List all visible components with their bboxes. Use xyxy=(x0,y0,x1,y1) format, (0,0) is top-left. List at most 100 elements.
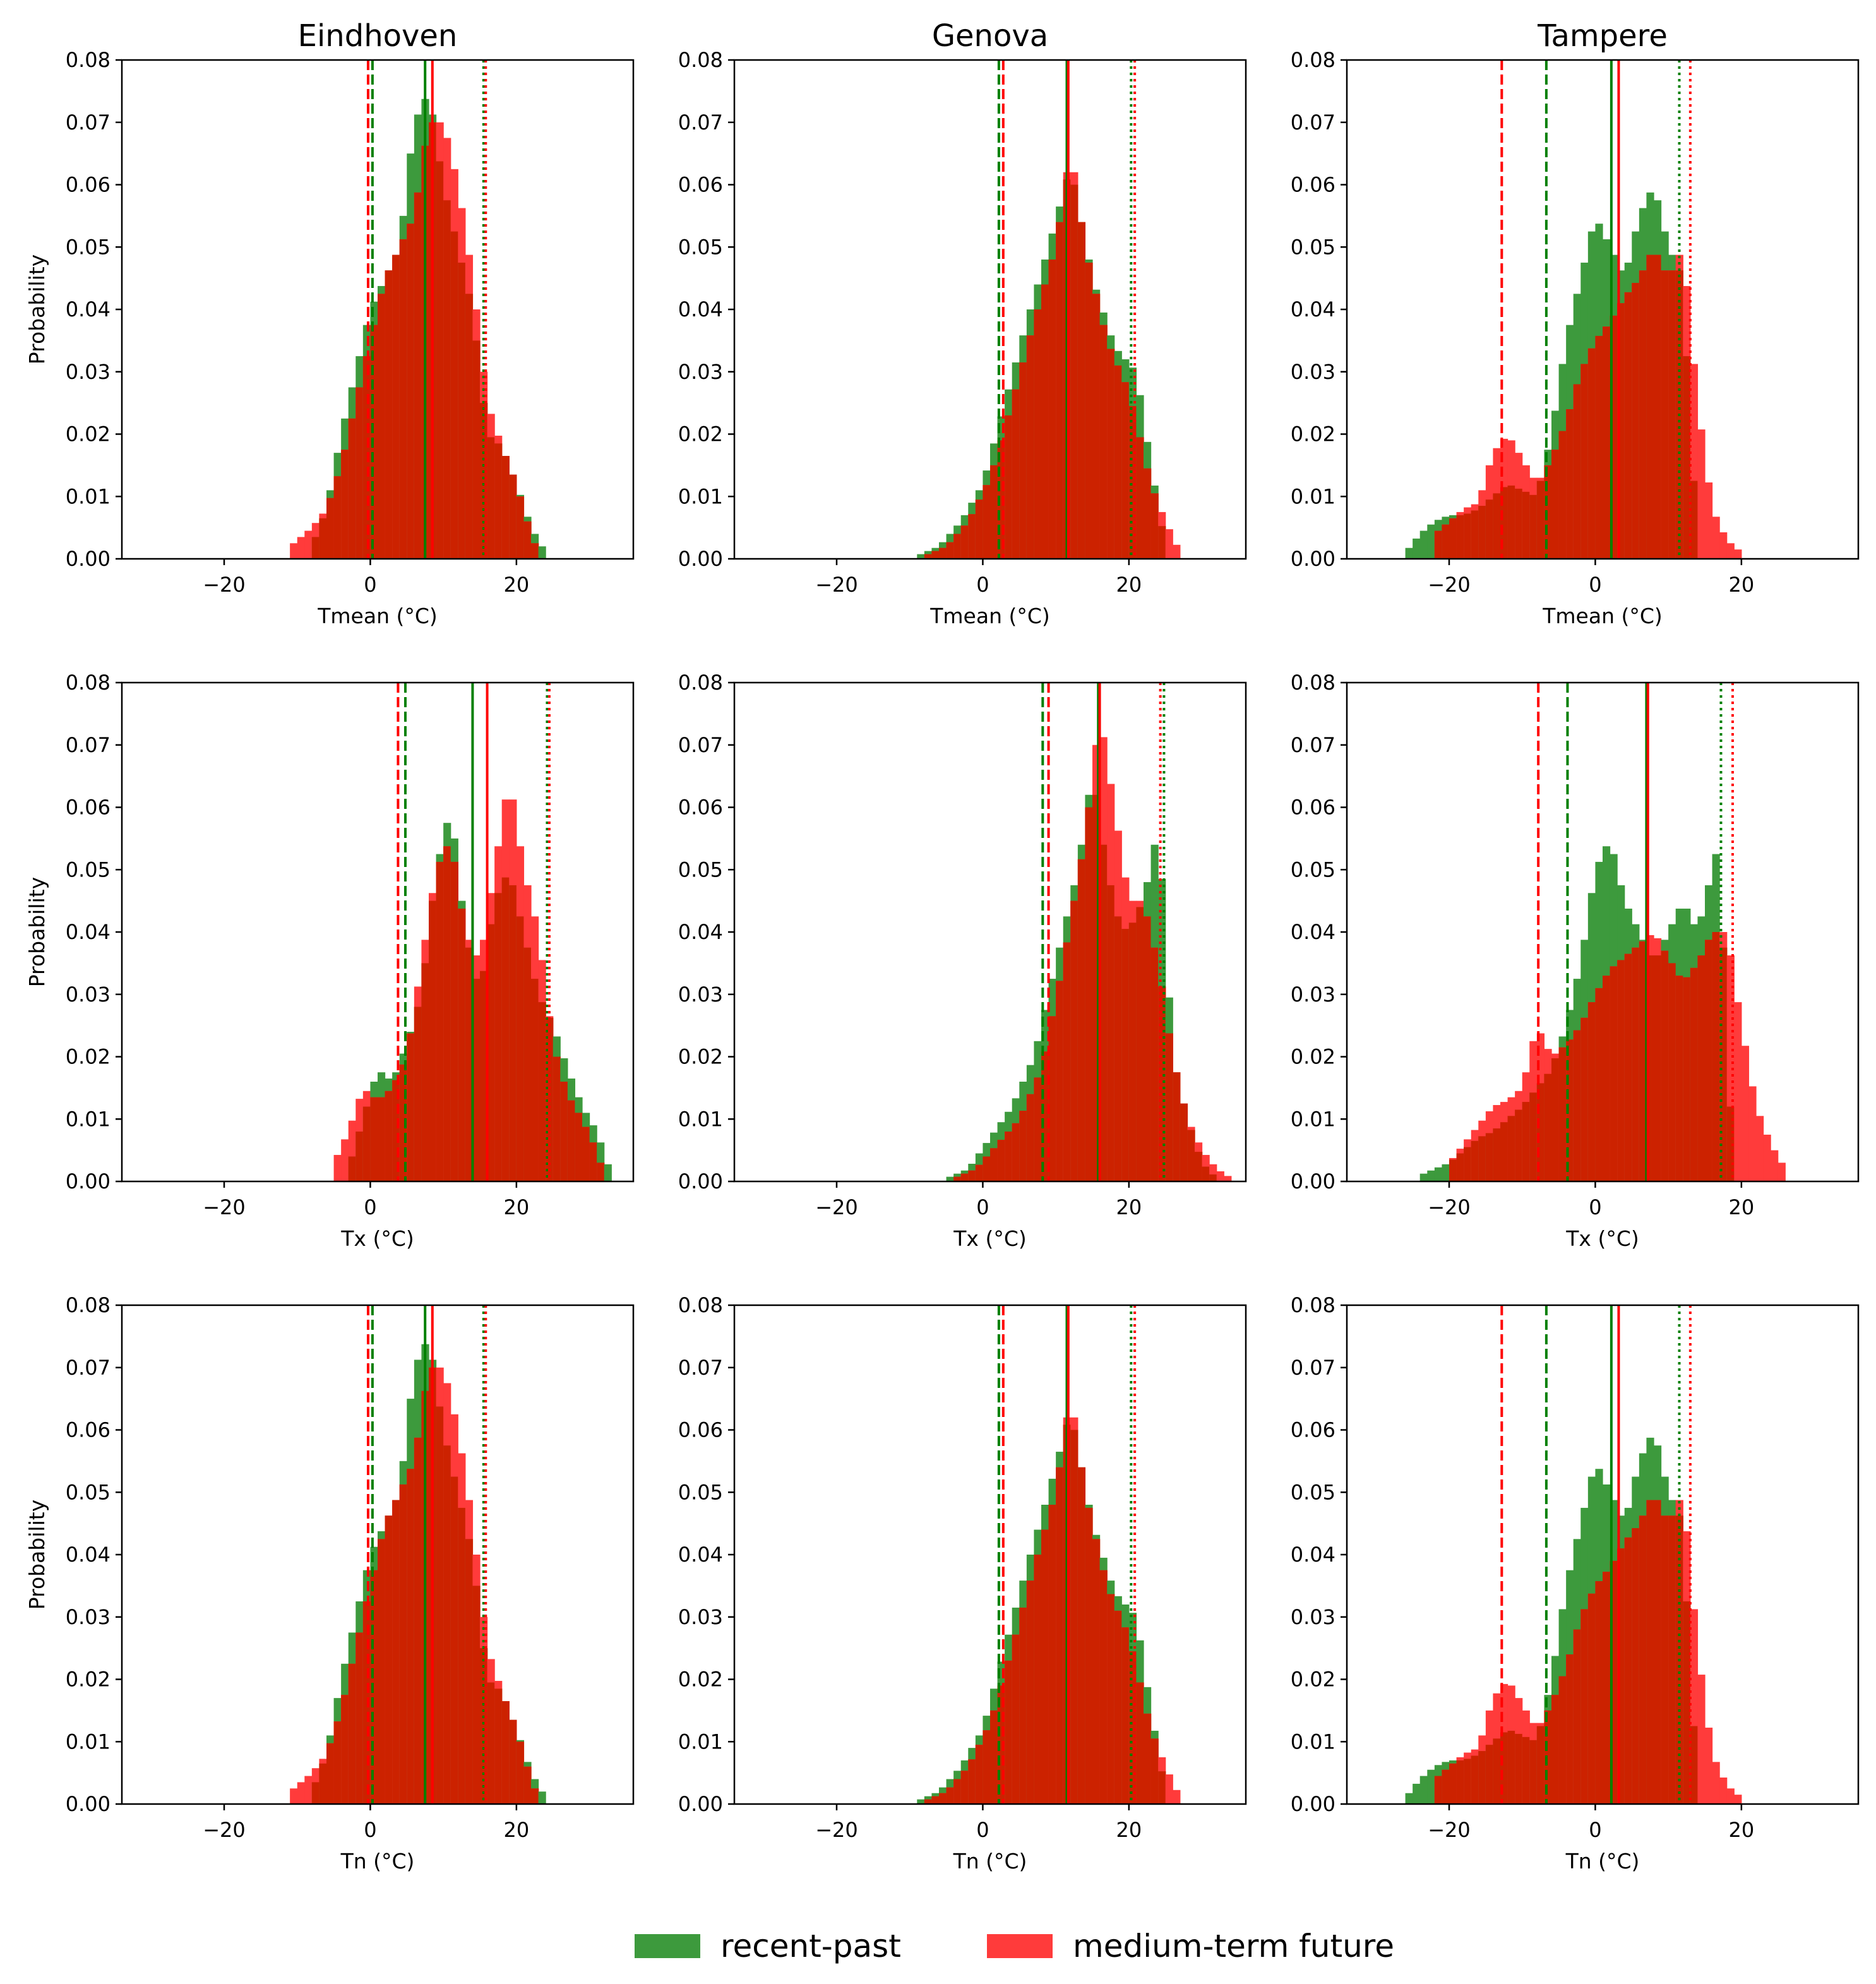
x-tick-label: 20 xyxy=(503,1195,529,1219)
bar-overlap xyxy=(414,1437,422,1804)
x-tick-label: −20 xyxy=(815,573,858,597)
y-tick-label: 0.03 xyxy=(66,983,111,1007)
bar-overlap xyxy=(1624,1537,1632,1804)
bar-overlap xyxy=(1041,284,1049,559)
bar-medium-term-future xyxy=(333,1155,342,1181)
bar-overlap xyxy=(953,534,962,559)
y-tick-label: 0.07 xyxy=(66,111,111,134)
bar-recent-past xyxy=(1419,1776,1428,1804)
bar-overlap xyxy=(1661,1515,1669,1804)
bar-medium-term-future xyxy=(1173,1790,1181,1804)
bar-overlap xyxy=(946,542,954,559)
bar-overlap xyxy=(1012,389,1020,559)
x-axis-label: Tmean (°C) xyxy=(929,604,1050,628)
bar-medium-term-future xyxy=(1712,1762,1720,1804)
x-tick-label: 0 xyxy=(364,573,376,597)
y-tick-label: 0.05 xyxy=(66,858,111,881)
bar-medium-term-future xyxy=(1224,1176,1232,1181)
y-tick-label: 0.04 xyxy=(66,297,111,321)
bar-overlap xyxy=(531,979,539,1181)
bar-overlap xyxy=(1070,184,1078,559)
bar-overlap xyxy=(1697,955,1706,1181)
bar-overlap xyxy=(1654,955,1662,1181)
x-axis-label: Tmean (°C) xyxy=(317,604,438,628)
bar-medium-term-future xyxy=(1777,1162,1786,1181)
y-tick-label: 0.03 xyxy=(1291,360,1335,384)
bar-overlap xyxy=(960,1173,969,1181)
bar-overlap xyxy=(355,1632,364,1804)
bar-overlap xyxy=(480,1648,488,1804)
bar-overlap xyxy=(385,270,393,559)
legend-entry-recent-past: recent-past xyxy=(635,1927,901,1965)
bar-overlap xyxy=(1493,1128,1501,1181)
y-tick-label: 0.00 xyxy=(1291,1792,1335,1816)
bar-overlap xyxy=(1507,1116,1515,1181)
bar-overlap xyxy=(946,1787,954,1804)
bar-overlap xyxy=(924,1799,933,1804)
bar-overlap xyxy=(1558,1047,1567,1181)
bar-medium-term-future xyxy=(1719,1778,1728,1804)
bar-overlap xyxy=(341,450,349,559)
bar-overlap xyxy=(1099,1570,1108,1804)
y-tick-label: 0.05 xyxy=(678,858,723,881)
bar-overlap xyxy=(1150,493,1159,559)
legend-label-medium-term-future: medium-term future xyxy=(1073,1928,1394,1964)
bar-medium-term-future xyxy=(1719,532,1728,559)
bar-overlap xyxy=(1471,1140,1479,1181)
bar-overlap xyxy=(1536,1726,1545,1804)
x-tick-label: 0 xyxy=(976,1195,989,1219)
bar-overlap xyxy=(494,1688,503,1804)
bar-overlap xyxy=(1493,1738,1501,1804)
y-tick-label: 0.02 xyxy=(678,1045,723,1069)
y-tick-label: 0.02 xyxy=(66,422,111,446)
y-tick-label: 0.03 xyxy=(678,360,723,384)
y-tick-label: 0.01 xyxy=(1291,1730,1335,1754)
bar-medium-term-future xyxy=(1741,1046,1750,1181)
bar-overlap xyxy=(1690,1726,1699,1804)
bar-overlap xyxy=(1464,513,1472,559)
bar-overlap xyxy=(1056,981,1064,1181)
bar-overlap xyxy=(1449,1159,1457,1181)
bar-overlap xyxy=(399,239,407,559)
bar-overlap xyxy=(1485,499,1494,559)
bar-overlap xyxy=(1529,1092,1538,1181)
bar-overlap xyxy=(1668,1515,1676,1804)
x-tick-label: −20 xyxy=(1428,1818,1471,1842)
bar-overlap xyxy=(1639,270,1647,559)
bar-overlap xyxy=(1617,960,1625,1181)
bar-overlap xyxy=(990,1710,998,1804)
bar-recent-past xyxy=(1427,1170,1435,1181)
bar-overlap xyxy=(531,1788,539,1804)
y-tick-label: 0.03 xyxy=(1291,983,1335,1007)
bar-overlap xyxy=(407,224,415,559)
y-tick-label: 0.02 xyxy=(66,1045,111,1069)
y-tick-label: 0.01 xyxy=(1291,484,1335,508)
bar-overlap xyxy=(1507,485,1515,559)
bar-recent-past xyxy=(538,1791,546,1804)
bar-overlap xyxy=(1048,1016,1056,1181)
bar-overlap xyxy=(1558,431,1567,559)
bar-overlap xyxy=(523,947,532,1181)
bar-recent-past xyxy=(1442,1164,1450,1181)
bar-recent-past xyxy=(538,546,546,559)
y-tick-label: 0.04 xyxy=(66,920,111,944)
bar-overlap xyxy=(931,1796,940,1804)
bar-overlap xyxy=(1434,1776,1443,1804)
bar-overlap xyxy=(458,908,466,1181)
bar-overlap xyxy=(362,1106,371,1181)
bar-overlap xyxy=(385,1515,393,1804)
bar-overlap xyxy=(1485,1745,1494,1804)
bar-overlap xyxy=(1507,1730,1515,1804)
y-tick-label: 0.06 xyxy=(678,796,723,820)
bar-overlap xyxy=(968,1170,976,1181)
bar-overlap xyxy=(1573,1030,1581,1181)
bar-medium-term-future xyxy=(1726,1788,1735,1804)
y-tick-label: 0.03 xyxy=(66,1605,111,1629)
bar-overlap xyxy=(1675,976,1683,1181)
bar-overlap xyxy=(450,1476,458,1804)
y-tick-label: 0.00 xyxy=(678,1792,723,1816)
y-tick-label: 0.04 xyxy=(678,1543,723,1567)
y-tick-label: 0.02 xyxy=(1291,422,1335,446)
bar-overlap xyxy=(436,161,444,559)
bar-overlap xyxy=(1085,807,1093,1181)
